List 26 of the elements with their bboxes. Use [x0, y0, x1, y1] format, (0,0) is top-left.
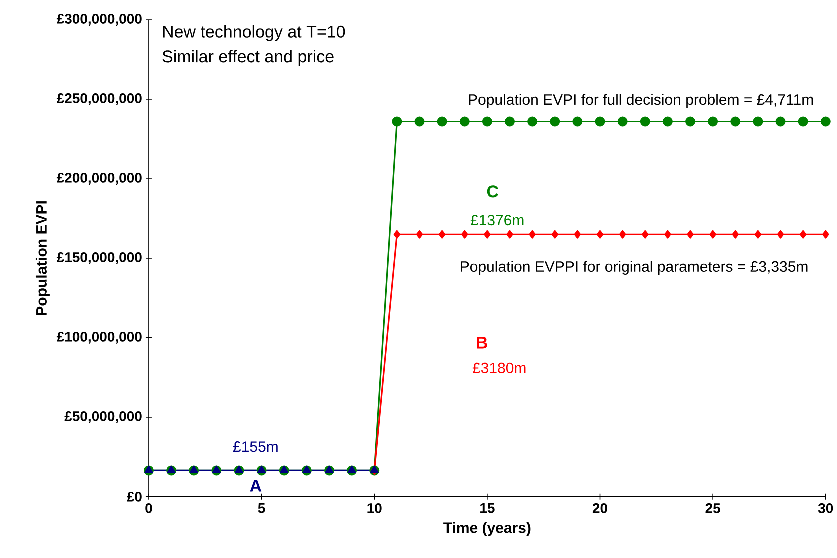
text: Similar effect and price	[162, 50, 334, 66]
annotation: £1376m	[470, 215, 524, 226]
y-tick-label: £0	[127, 492, 142, 502]
chart-title: New technology at T=10	[163, 25, 346, 42]
y-tick-label: £150,000,000	[56, 252, 142, 264]
y-tick-label: £250,000,000	[56, 94, 142, 106]
x-tick-label: 20	[592, 503, 608, 514]
x-axis-title: Time (years)	[444, 522, 531, 536]
y-tick-label: £300,000,000	[56, 14, 142, 26]
x-tick-label: 25	[706, 503, 720, 514]
annotation: Population EVPI for full decision problem = £4,711m	[469, 94, 814, 108]
y-axis-title: Population EVPI	[36, 202, 50, 316]
y-tick-label: £200,000,000	[56, 173, 142, 185]
x-tick-label: 15	[480, 503, 495, 514]
annotation: Population EVPPI for original parameters = £3,335m	[461, 261, 808, 276]
x-tick-label: 30	[818, 503, 834, 514]
y-tick-label: £100,000,000	[56, 332, 142, 344]
x-tick-label: 5	[258, 503, 266, 514]
annotation: A	[250, 480, 262, 492]
x-tick-label: 10	[368, 503, 382, 514]
annotation: C	[487, 186, 499, 198]
x-tick-label: 0	[146, 503, 152, 514]
annotation: £3180m	[472, 362, 526, 374]
annotation: £155m	[233, 442, 278, 452]
annotation: B	[477, 337, 488, 349]
y-tick-label: £50,000,000	[64, 411, 142, 424]
